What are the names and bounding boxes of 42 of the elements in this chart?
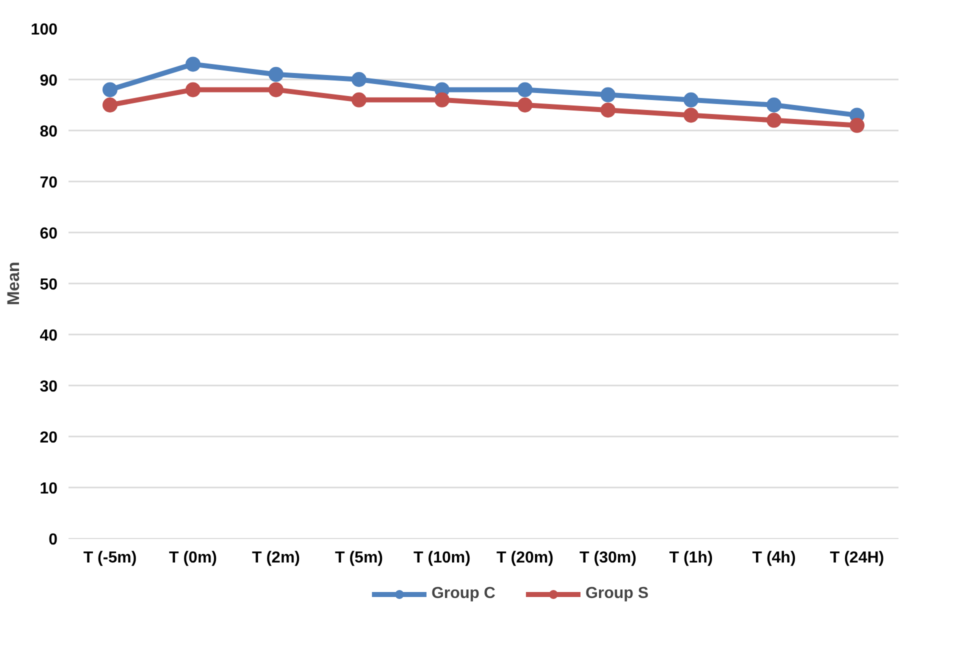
x-tick-label: T (0m) bbox=[169, 550, 217, 566]
y-tick-label: 100 bbox=[30, 22, 58, 38]
point bbox=[684, 108, 698, 123]
y-tick-label: 40 bbox=[40, 328, 58, 344]
x-tick-label: T (2m) bbox=[252, 550, 300, 566]
point bbox=[186, 82, 200, 98]
point bbox=[684, 92, 698, 108]
x-tick-label: T (-5m) bbox=[83, 550, 137, 566]
point bbox=[766, 98, 782, 112]
x-tick-label: T (10m) bbox=[414, 550, 470, 566]
point bbox=[850, 118, 864, 133]
point bbox=[102, 82, 118, 98]
y-tick-label: 80 bbox=[40, 124, 58, 140]
point bbox=[186, 56, 200, 72]
y-tick-label: 60 bbox=[40, 226, 58, 242]
x-tick-label: T (24H) bbox=[830, 550, 884, 566]
point bbox=[352, 72, 366, 87]
y-tick-label: 0 bbox=[48, 532, 58, 548]
y-tick-label: 20 bbox=[40, 430, 58, 446]
point bbox=[434, 92, 450, 108]
point bbox=[518, 98, 532, 112]
point bbox=[600, 102, 616, 118]
point bbox=[600, 87, 616, 102]
legend-label: Group C bbox=[431, 585, 496, 603]
point bbox=[518, 82, 532, 98]
point bbox=[766, 112, 782, 128]
x-tick-label: T (20m) bbox=[496, 550, 554, 566]
x-tick-label: T (1h) bbox=[669, 550, 713, 566]
y-tick-label: 90 bbox=[40, 72, 58, 90]
point bbox=[352, 92, 366, 108]
x-tick-label: T (5m) bbox=[335, 550, 383, 566]
y-tick-label: 30 bbox=[40, 378, 58, 396]
point bbox=[102, 98, 118, 112]
y-axis-title: Mean bbox=[4, 262, 23, 306]
legend-label: Group S bbox=[585, 585, 649, 603]
x-tick-label: T (30m) bbox=[580, 550, 636, 566]
y-tick-label: 10 bbox=[40, 480, 58, 498]
x-tick-label: T (4h) bbox=[752, 550, 796, 566]
y-tick-label: 50 bbox=[40, 276, 58, 294]
point bbox=[268, 82, 284, 98]
point bbox=[268, 66, 284, 82]
y-tick-label: 70 bbox=[40, 174, 58, 192]
